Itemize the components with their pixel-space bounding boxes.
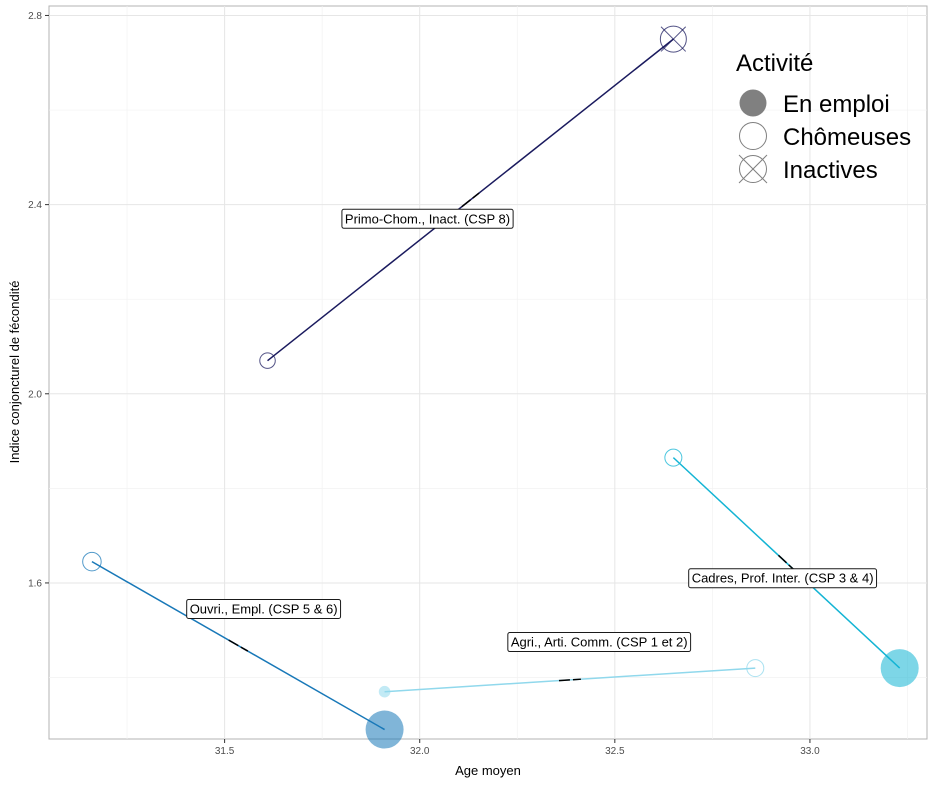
series-group: Ouvri., Empl. (CSP 5 & 6) xyxy=(82,551,404,749)
label-leader-line xyxy=(472,192,480,199)
legend-item-chomeuses: Chômeuses xyxy=(739,122,911,151)
label-leader-line xyxy=(461,199,471,208)
legend-filled-circle-icon xyxy=(739,89,767,117)
series-label: Primo-Chom., Inact. (CSP 8) xyxy=(341,208,514,229)
series-group: Agri., Arti. Comm. (CSP 1 et 2) xyxy=(378,632,765,698)
legend-label: Inactives xyxy=(783,157,878,184)
series-group: Cadres, Prof. Inter. (CSP 3 & 4) xyxy=(664,448,919,688)
series-label: Agri., Arti. Comm. (CSP 1 et 2) xyxy=(507,632,692,653)
series-label-text: Cadres, Prof. Inter. (CSP 3 & 4) xyxy=(692,571,874,586)
y-tick-label: 2.8 xyxy=(28,11,42,22)
y-tick-label: 1.6 xyxy=(28,578,42,589)
y-axis-ticks: 1.6 2.0 2.4 2.8 xyxy=(28,11,49,589)
legend-crossed-circle-icon xyxy=(739,155,767,183)
series-label-text: Agri., Arti. Comm. (CSP 1 et 2) xyxy=(511,635,688,650)
label-leader-line xyxy=(240,646,249,652)
label-leader-line xyxy=(228,639,239,647)
legend-title: Activité xyxy=(736,50,813,77)
data-point-chomeuses xyxy=(259,352,276,369)
series-group: Primo-Chom., Inact. (CSP 8) xyxy=(259,25,687,369)
x-tick-label: 32.0 xyxy=(410,746,430,757)
label-leader-line xyxy=(777,554,788,564)
series-label-text: Ouvri., Empl. (CSP 5 & 6) xyxy=(190,601,338,616)
y-axis-title: Indice conjoncturel de fécondité xyxy=(7,281,22,464)
x-axis-ticks: 31.5 32.0 32.5 33.0 xyxy=(215,739,820,757)
legend-label: En emploi xyxy=(783,91,890,118)
label-leader-line xyxy=(558,679,570,682)
x-tick-label: 31.5 xyxy=(215,746,235,757)
label-leader-line xyxy=(572,678,581,681)
legend: Activité En emploi Chômeuses Inactives xyxy=(736,50,911,184)
data-series: Primo-Chom., Inact. (CSP 8) Ouvri., Empl.… xyxy=(82,25,919,749)
data-point-cross-line xyxy=(660,26,687,52)
series-label-box xyxy=(507,632,692,653)
legend-item-inactives: Inactives xyxy=(738,154,878,184)
y-tick-label: 2.0 xyxy=(28,389,42,400)
x-axis-title: Age moyen xyxy=(455,763,521,778)
data-point-chomeuses xyxy=(82,551,102,572)
legend-item-en-emploi: En emploi xyxy=(739,89,890,118)
legend-open-circle-icon xyxy=(739,122,767,150)
series-label-box xyxy=(341,208,514,229)
legend-label: Chômeuses xyxy=(783,124,911,151)
series-label-box xyxy=(688,568,878,589)
series-label-box xyxy=(186,598,342,619)
x-tick-label: 32.5 xyxy=(605,746,625,757)
series-label: Cadres, Prof. Inter. (CSP 3 & 4) xyxy=(688,568,878,589)
y-tick-label: 2.4 xyxy=(28,200,42,211)
x-tick-label: 33.0 xyxy=(800,746,820,757)
data-point-inactives xyxy=(659,25,687,53)
series-label-text: Primo-Chom., Inact. (CSP 8) xyxy=(345,211,510,226)
legend-cross-line xyxy=(738,154,768,184)
data-point-chomeuses xyxy=(664,448,683,467)
series-label: Ouvri., Empl. (CSP 5 & 6) xyxy=(186,598,342,619)
